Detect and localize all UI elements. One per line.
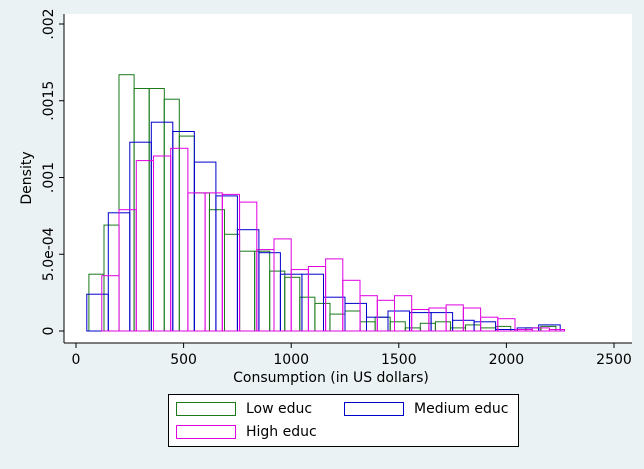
histogram-bar-high-educ-23 xyxy=(497,318,516,332)
bars-group xyxy=(86,74,566,332)
legend-label-high-educ: High educ xyxy=(246,424,317,440)
x-tick-label: 1500 xyxy=(381,352,417,368)
y-tick-label: .001 xyxy=(41,162,57,193)
x-axis-title: Consumption (in US dollars) xyxy=(233,370,429,386)
legend: Low educ Medium educ High educ xyxy=(168,394,519,447)
y-ticks: 0 5.0e-04 .001 .0015 .002 xyxy=(41,8,64,335)
x-ticks: 0 500 1000 1500 2000 2500 xyxy=(72,343,632,368)
y-tick-label: 5.0e-04 xyxy=(41,227,57,281)
legend-item-low-educ: Low educ xyxy=(176,401,312,417)
legend-item-high-educ: High educ xyxy=(176,424,317,440)
x-tick-label: 2500 xyxy=(596,352,632,368)
y-tick-label: .0015 xyxy=(41,81,57,121)
legend-item-medium-educ: Medium educ xyxy=(344,401,509,417)
legend-label-medium-educ: Medium educ xyxy=(414,401,509,417)
legend-swatch-high-educ xyxy=(176,425,236,439)
x-tick-label: 1000 xyxy=(273,352,309,368)
y-tick-label: 0 xyxy=(41,327,57,336)
x-tick-label: 500 xyxy=(170,352,197,368)
y-tick-label: .002 xyxy=(41,8,57,39)
legend-label-low-educ: Low educ xyxy=(246,401,313,417)
histogram-bar-high-educ-26 xyxy=(548,329,566,332)
x-tick-label: 0 xyxy=(72,352,81,368)
legend-swatch-low-educ xyxy=(176,402,236,416)
plot-area xyxy=(64,14,632,343)
legend-swatch-medium-educ xyxy=(344,402,404,416)
x-tick-label: 2000 xyxy=(489,352,525,368)
y-axis-title: Density xyxy=(19,151,35,204)
